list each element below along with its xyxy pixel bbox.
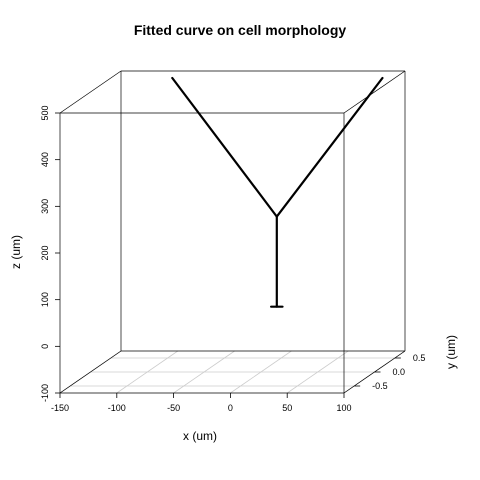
y-tick-label: 0.0 [393, 367, 406, 377]
x-tick-label: -50 [167, 403, 180, 413]
x-tick-label: -150 [51, 403, 69, 413]
z-tick-label: 400 [40, 152, 50, 167]
chart-title: Fitted curve on cell morphology [134, 22, 347, 38]
x-tick-label: 0 [228, 403, 233, 413]
bounding-box [59, 70, 406, 394]
z-tick-label: 200 [40, 245, 50, 260]
curve-segment-0 [171, 76, 384, 218]
x-tick-label: -100 [108, 403, 126, 413]
fitted-curve [171, 76, 384, 308]
box-edge [343, 70, 406, 114]
y-tick-label: 0.5 [413, 353, 426, 363]
box-edge [59, 350, 122, 394]
box-edge [59, 70, 122, 114]
z-tick-label: 500 [40, 105, 50, 120]
z-axis-label: z (um) [9, 235, 23, 269]
z-tick-label: 0 [40, 344, 50, 349]
y-tick-label: -0.5 [372, 381, 388, 391]
x-tick-label: 100 [336, 403, 351, 413]
y-axis-label: y (um) [444, 335, 458, 369]
z-tick-label: 300 [40, 199, 50, 214]
x-tick-label: 50 [282, 403, 292, 413]
axis-ticks: -150 -100 -50 0 50 100-0.50.00.5-100010020030… [40, 105, 425, 413]
z-tick-label: -100 [40, 384, 50, 402]
z-tick-label: 100 [40, 292, 50, 307]
x-axis-label: x (um) [183, 429, 217, 443]
